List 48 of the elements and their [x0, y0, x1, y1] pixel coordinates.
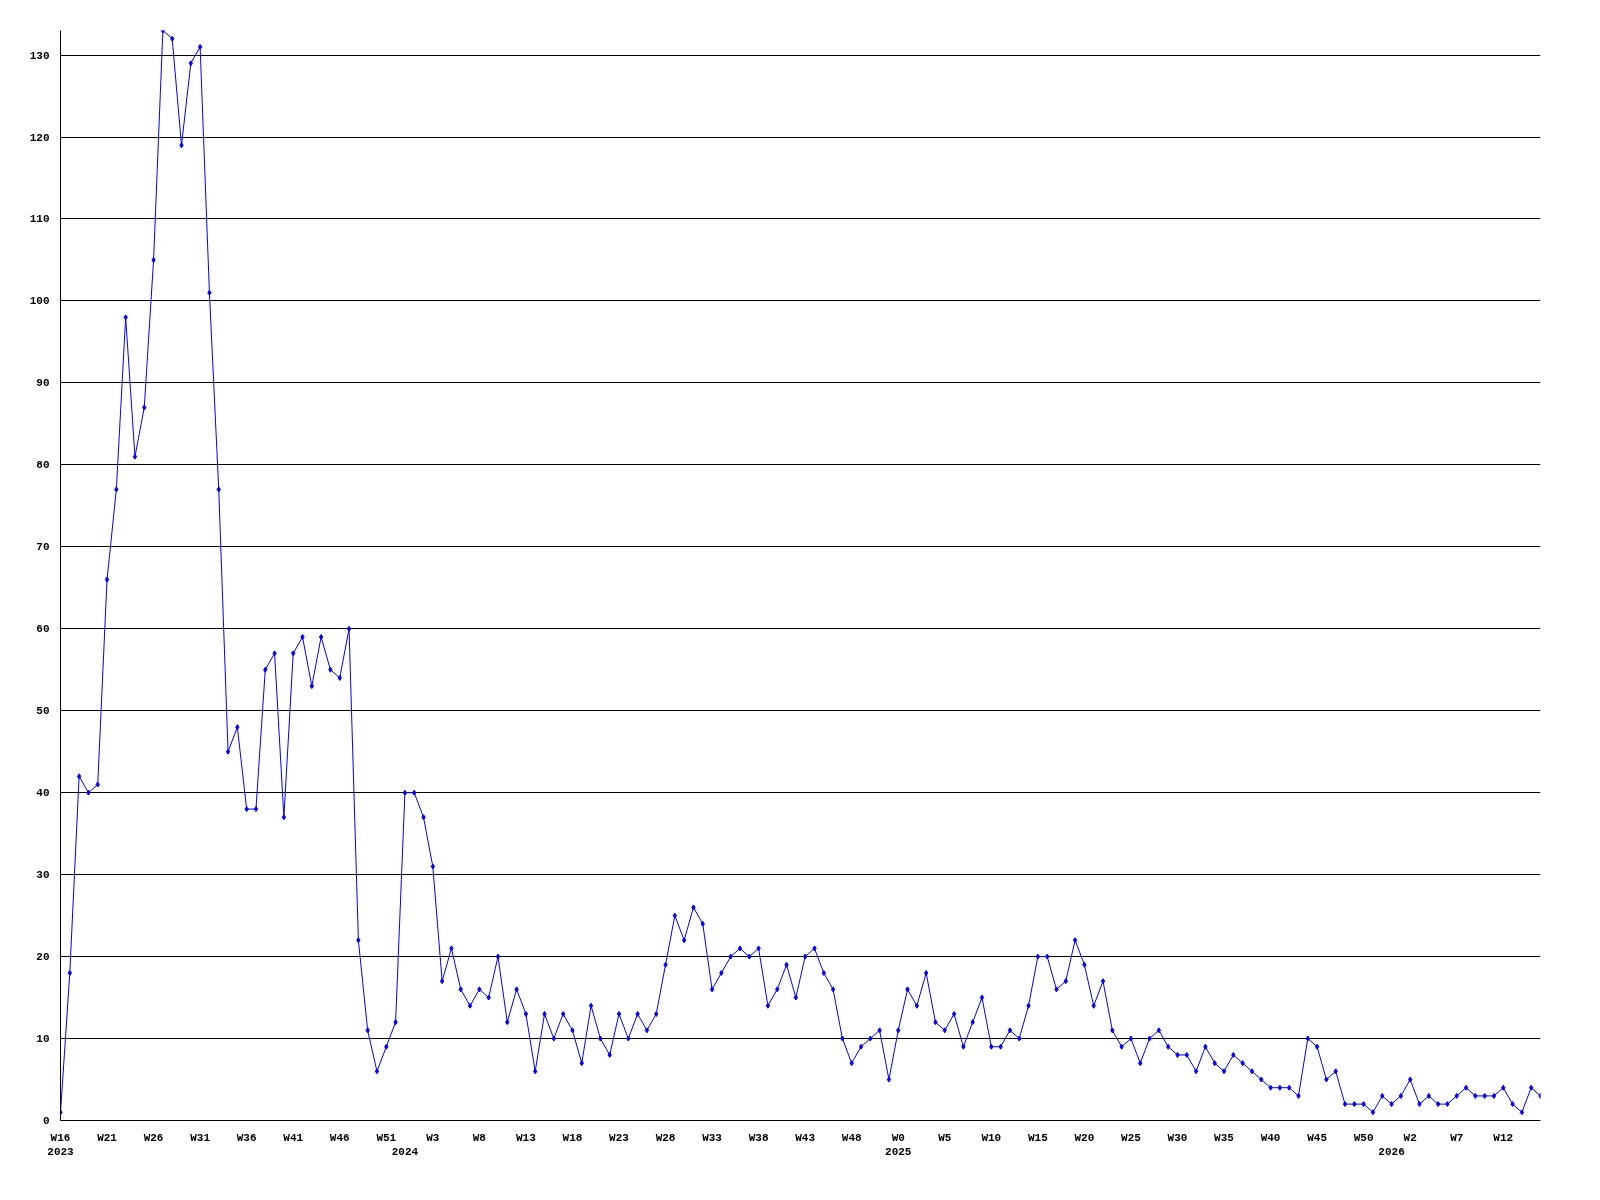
x-tick-label: W7	[1450, 1131, 1464, 1144]
x-tick-label: W28	[655, 1131, 676, 1144]
y-tick-label: 110	[29, 213, 50, 226]
x-tick-label: W21	[97, 1131, 118, 1144]
x-tick-label: W50	[1353, 1131, 1374, 1144]
x-tick-label: W16 2023	[47, 1131, 75, 1158]
y-tick-label: 130	[29, 49, 50, 62]
y-tick-label: 100	[29, 295, 50, 308]
x-tick-label: W15	[1027, 1131, 1049, 1144]
x-tick-label: W38	[748, 1131, 769, 1144]
x-tick-label: W35	[1214, 1131, 1235, 1144]
x-tick-label: W23	[609, 1131, 630, 1144]
x-tick-label: W18	[562, 1131, 583, 1144]
x-tick-label: W12	[1493, 1131, 1514, 1144]
x-tick-label: W8	[472, 1131, 487, 1144]
x-tick-label: W10	[981, 1131, 1002, 1144]
y-tick-label: 80	[36, 459, 50, 472]
x-tick-label: W40	[1260, 1131, 1281, 1144]
x-tick-label: W30	[1167, 1131, 1188, 1144]
y-tick-label: 10	[36, 1033, 50, 1046]
x-tick-label: W2	[1403, 1131, 1417, 1144]
x-tick-label: W33	[702, 1131, 723, 1144]
x-tick-label: W46	[329, 1131, 350, 1144]
x-tick-label: W13	[516, 1131, 537, 1144]
x-tick-label: W5	[938, 1131, 952, 1144]
x-tick-label: W0 2025	[885, 1131, 912, 1158]
x-tick-label: W3	[426, 1131, 440, 1144]
x-tick-label: 2024	[391, 1145, 419, 1158]
x-tick-label: W26	[143, 1131, 164, 1144]
x-tick-label: W48	[841, 1131, 862, 1144]
x-tick-label: 2026	[1378, 1145, 1405, 1158]
x-tick-label: W20	[1074, 1131, 1095, 1144]
x-tick-label: W41	[283, 1131, 304, 1144]
y-tick-label: 0	[42, 1115, 50, 1127]
y-tick-label: 20	[36, 951, 50, 964]
x-tick-label: W43	[795, 1131, 816, 1144]
y-tick-label: 60	[36, 623, 50, 636]
y-tick-label: 90	[36, 377, 50, 390]
y-tick-label: 40	[36, 787, 50, 800]
x-tick-label: W31	[190, 1131, 211, 1144]
x-tick-label: W36	[236, 1131, 257, 1144]
y-tick-label: 50	[36, 705, 50, 718]
x-tick-label: W45	[1307, 1131, 1328, 1144]
x-tick-label: W51	[376, 1131, 397, 1144]
y-tick-label: 120	[29, 131, 50, 144]
y-tick-label: 30	[36, 869, 50, 882]
x-tick-label: W25	[1121, 1131, 1142, 1144]
y-tick-label: 70	[36, 541, 50, 554]
